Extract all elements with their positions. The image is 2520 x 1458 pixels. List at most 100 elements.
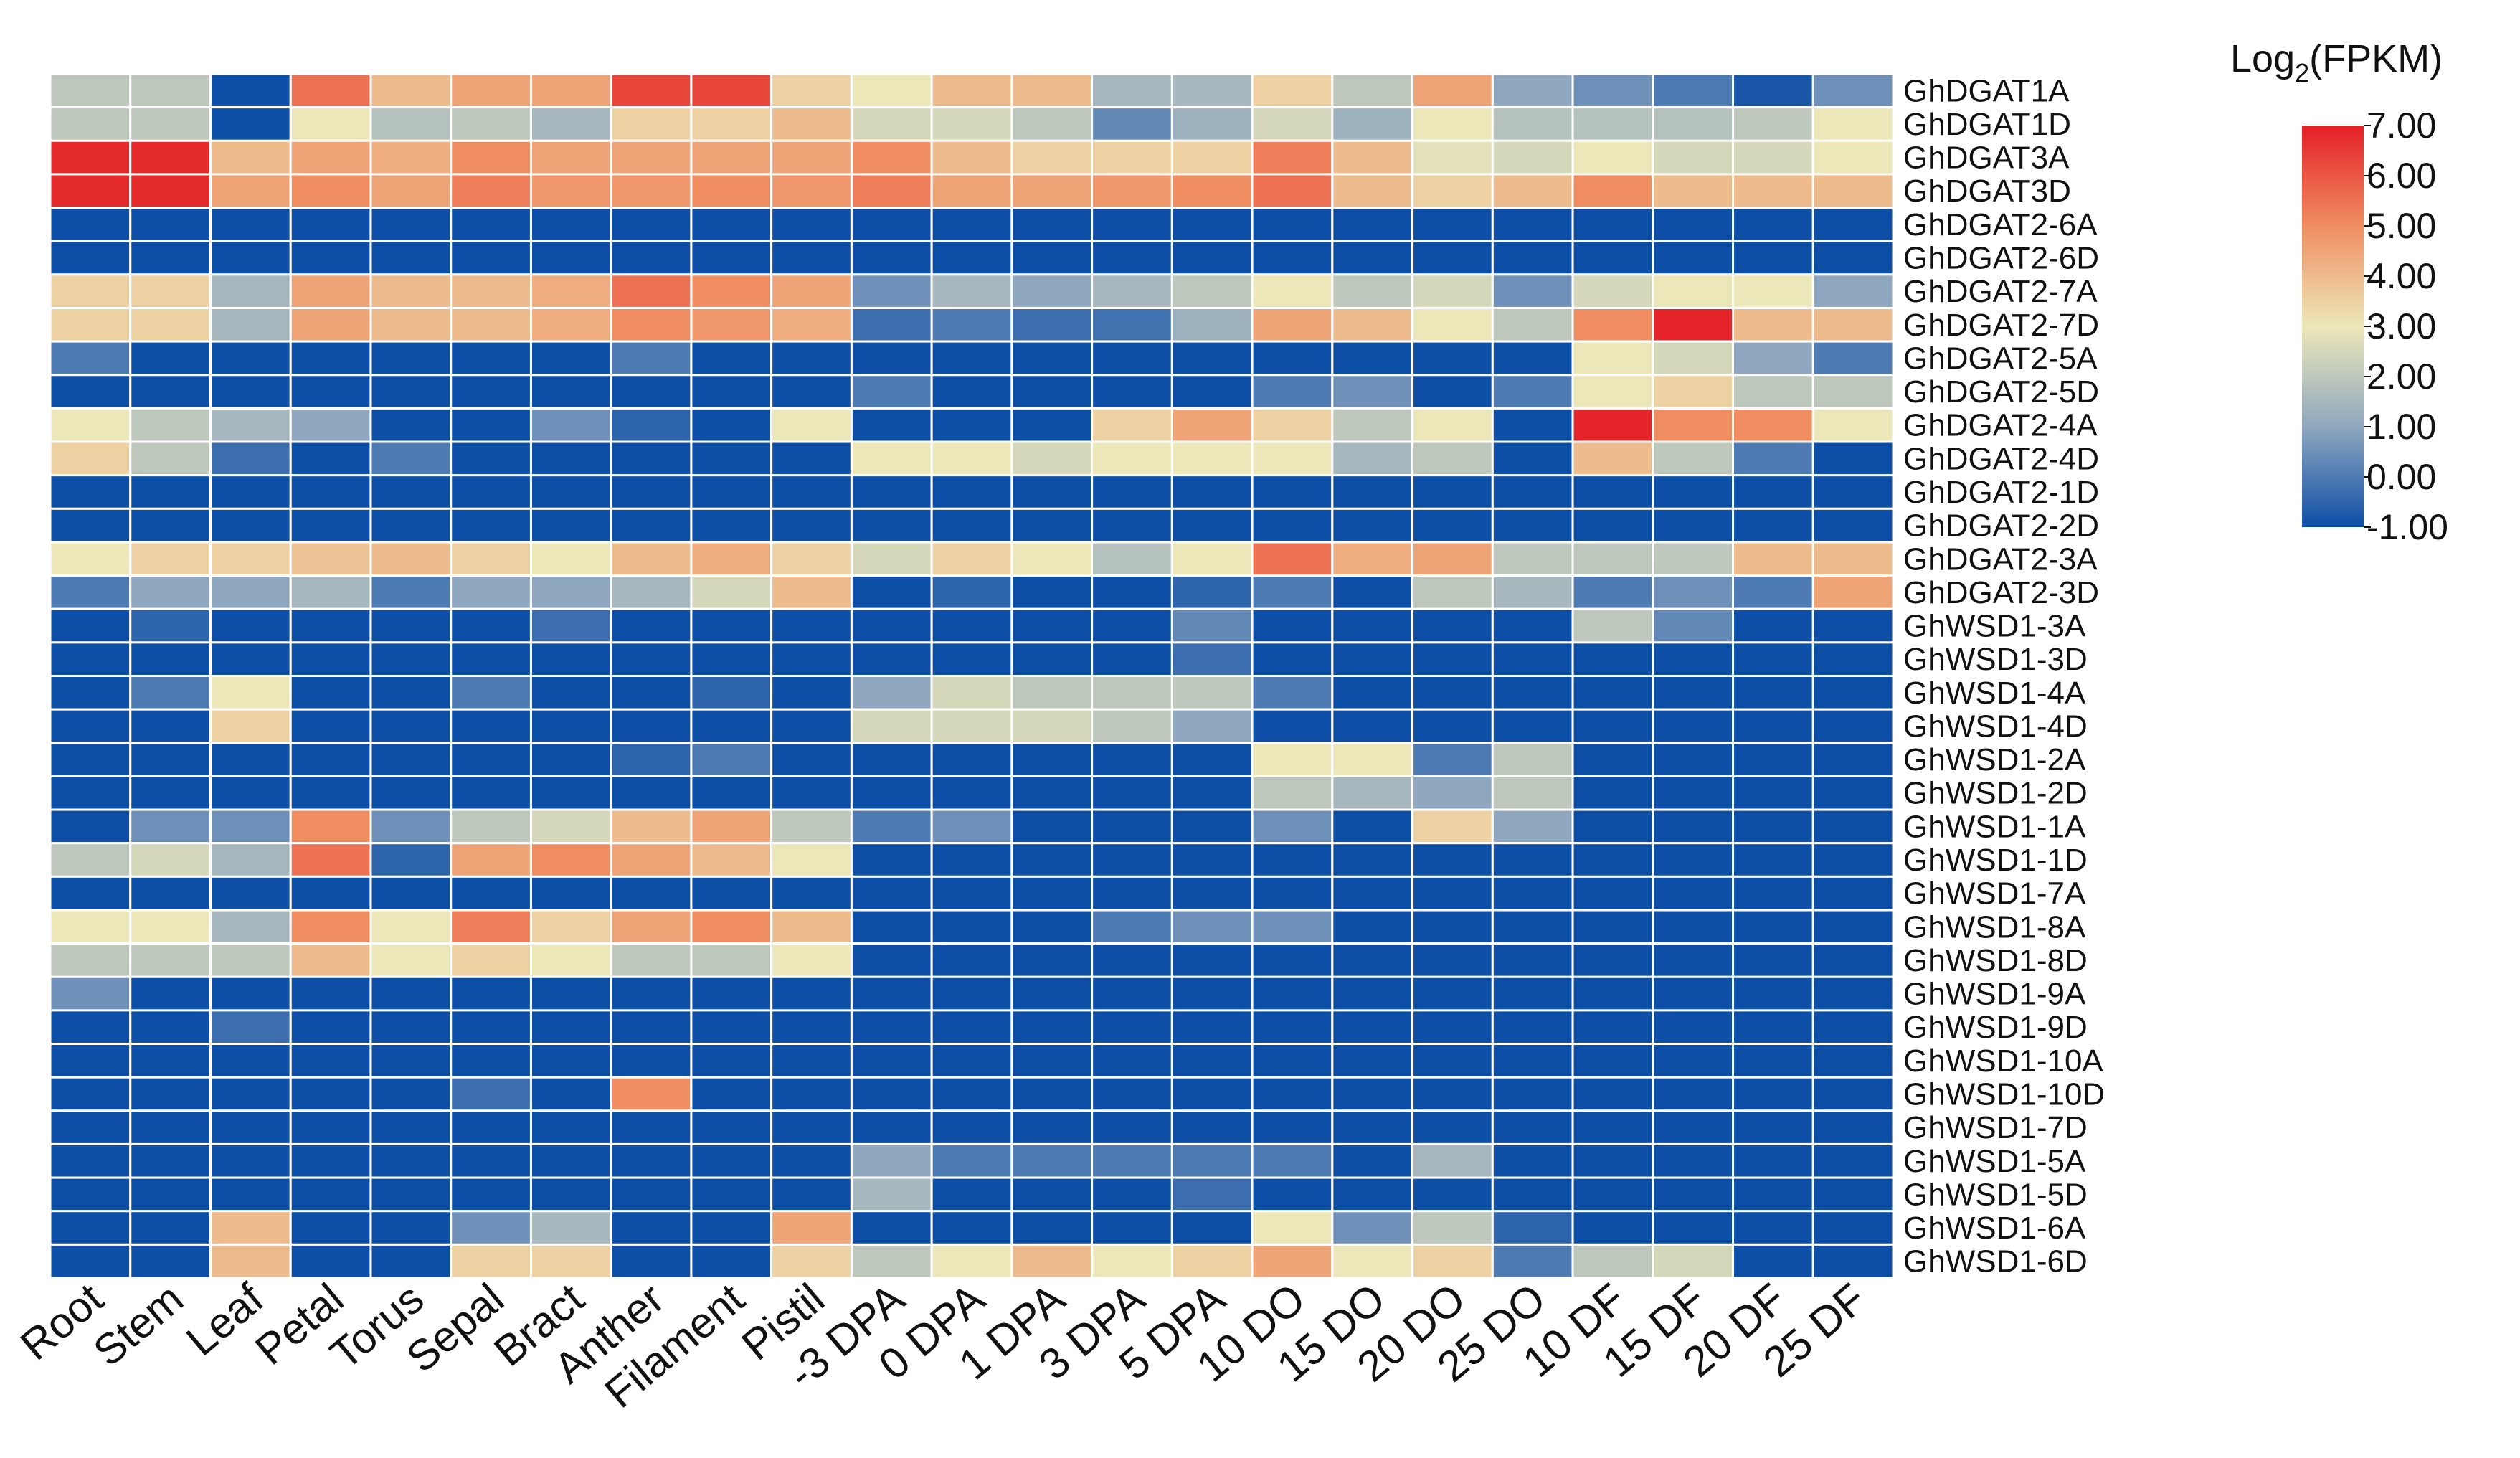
heatmap-cell	[529, 1009, 612, 1046]
legend-tick-label: 4.00	[2367, 256, 2436, 296]
heatmap-cell	[1170, 507, 1254, 544]
heatmap-cell	[1491, 574, 1574, 610]
heatmap-cell	[770, 775, 853, 811]
heatmap-cell	[610, 374, 693, 410]
heatmap-cell	[209, 1109, 292, 1145]
heatmap-cell	[1571, 72, 1654, 109]
heatmap-cell	[209, 407, 292, 443]
heatmap-cell	[850, 1142, 933, 1179]
heatmap-cell	[930, 207, 1013, 242]
heatmap-cell	[1170, 173, 1254, 209]
heatmap-cell	[770, 675, 853, 711]
heatmap-cell	[850, 1243, 933, 1279]
heatmap-cell	[1010, 139, 1094, 176]
heatmap-cell	[1411, 1009, 1494, 1046]
heatmap-cell	[1170, 1176, 1254, 1213]
heatmap-cell	[129, 240, 212, 276]
heatmap-cell	[289, 1176, 372, 1213]
heatmap-cell	[49, 942, 132, 978]
heatmap-cell	[129, 440, 212, 477]
legend-tick-label: -1.00	[2367, 507, 2448, 547]
heatmap-cell	[1170, 842, 1254, 878]
heatmap-cell	[1411, 875, 1494, 912]
heatmap-cell	[1010, 574, 1094, 610]
heatmap-cell	[1251, 942, 1334, 978]
heatmap-cell	[1010, 1076, 1094, 1112]
heatmap-cell	[1732, 975, 1814, 1012]
heatmap-cell	[529, 507, 612, 544]
column-label: Root	[11, 1274, 112, 1369]
heatmap-cell	[1652, 507, 1735, 544]
heatmap-cell	[690, 808, 773, 845]
heatmap-cell	[690, 541, 773, 577]
heatmap-cell	[690, 374, 773, 410]
heatmap-cell	[610, 440, 693, 477]
heatmap-cell	[1491, 1142, 1574, 1179]
heatmap-cell	[1091, 207, 1173, 242]
heatmap-cell	[129, 775, 212, 811]
heatmap-cell	[1091, 407, 1173, 443]
heatmap-cell	[49, 842, 132, 878]
heatmap-cell	[610, 340, 693, 377]
heatmap-cell	[1652, 675, 1735, 711]
heatmap-cell	[1571, 1243, 1654, 1279]
heatmap-cell	[1411, 1176, 1494, 1213]
heatmap-cell	[610, 675, 693, 711]
heatmap-cell	[1732, 909, 1814, 945]
heatmap-cell	[129, 1210, 212, 1246]
heatmap-cell	[1491, 306, 1574, 343]
heatmap-cell	[930, 440, 1013, 477]
heatmap-cell	[1571, 708, 1654, 744]
heatmap-cell	[610, 708, 693, 744]
heatmap-cell	[1811, 975, 1895, 1012]
heatmap-cell	[1811, 875, 1895, 912]
heatmap-cell	[770, 607, 853, 644]
heatmap-cell	[1652, 139, 1735, 176]
heatmap-cell	[209, 641, 292, 677]
heatmap-cell	[49, 139, 132, 176]
heatmap-cell	[1251, 1210, 1334, 1246]
heatmap-cell	[1091, 474, 1173, 510]
heatmap-cell	[1811, 675, 1895, 711]
heatmap-cell	[1170, 207, 1254, 242]
heatmap-cell	[1811, 1043, 1895, 1079]
heatmap-cell	[289, 407, 372, 443]
heatmap-cell	[1411, 742, 1494, 777]
heatmap-cell	[1811, 775, 1895, 811]
heatmap-cell	[1411, 641, 1494, 677]
heatmap-cell	[209, 240, 292, 276]
heatmap-cell	[1652, 1076, 1735, 1112]
heatmap-cell	[1331, 1076, 1414, 1112]
heatmap-cell	[770, 875, 853, 912]
heatmap-cell	[850, 207, 933, 242]
heatmap-cell	[450, 306, 532, 343]
heatmap-cell	[690, 1142, 773, 1179]
heatmap-cell	[529, 641, 612, 677]
heatmap-cell	[289, 942, 372, 978]
legend-title: Log2(FPKM)	[2230, 37, 2443, 87]
heatmap-cell	[690, 574, 773, 610]
heatmap-cell	[209, 942, 292, 978]
heatmap-cell	[1811, 574, 1895, 610]
heatmap-cell	[369, 775, 453, 811]
heatmap-cell	[450, 407, 532, 443]
heatmap-cell	[610, 541, 693, 577]
heatmap-cell	[1251, 72, 1334, 109]
heatmap-cell	[690, 708, 773, 744]
heatmap-cell	[529, 340, 612, 377]
heatmap-cell	[850, 574, 933, 610]
heatmap-cell	[1491, 1243, 1574, 1279]
heatmap-cell	[49, 374, 132, 410]
heatmap-cell	[1010, 975, 1094, 1012]
heatmap-cell	[850, 607, 933, 644]
heatmap-cell	[1571, 607, 1654, 644]
row-label: GhDGAT2-2D	[1903, 508, 2099, 544]
heatmap-cell	[450, 909, 532, 945]
heatmap-cell	[529, 842, 612, 878]
heatmap-cell	[289, 775, 372, 811]
heatmap-cell	[450, 1176, 532, 1213]
heatmap-cell	[1331, 1109, 1414, 1145]
heatmap-cell	[369, 207, 453, 242]
heatmap-cell	[1491, 708, 1574, 744]
heatmap-cell	[1010, 240, 1094, 276]
